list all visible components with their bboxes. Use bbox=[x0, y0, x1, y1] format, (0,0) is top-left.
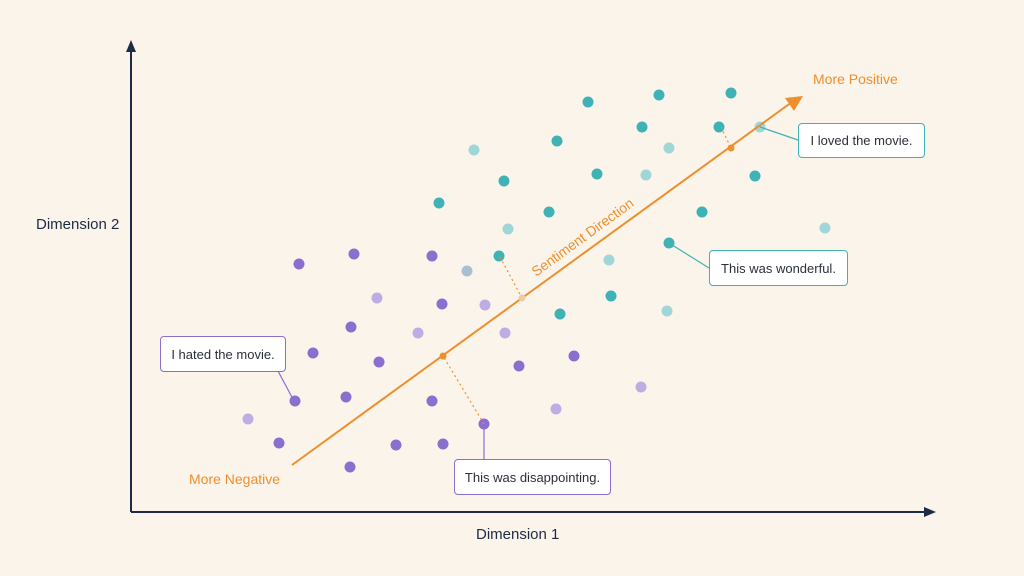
positive-embedding-point bbox=[605, 290, 617, 302]
negative-embedding-point bbox=[345, 321, 357, 333]
negative-embedding-point bbox=[348, 248, 360, 260]
negative-embedding-point bbox=[242, 413, 254, 425]
projection-point bbox=[518, 294, 526, 302]
callout-loved-text: I loved the movie. bbox=[810, 133, 913, 148]
positive-embedding-point bbox=[819, 222, 831, 234]
positive-embedding-point bbox=[749, 170, 761, 182]
positive-embedding-point bbox=[661, 305, 673, 317]
positive-embedding-point bbox=[498, 175, 510, 187]
callout-disappointing-text: This was disappointing. bbox=[464, 469, 601, 485]
projection-line-loved bbox=[720, 126, 732, 149]
callout-connector-hated bbox=[277, 370, 295, 402]
positive-embedding-point bbox=[493, 250, 505, 262]
more-negative-label: More Negative bbox=[189, 471, 280, 487]
positive-embedding-point bbox=[640, 169, 652, 181]
positive-embedding-point bbox=[603, 254, 615, 266]
positive-embedding-point bbox=[713, 121, 725, 133]
negative-embedding-point bbox=[635, 381, 647, 393]
projection-line-middle bbox=[499, 256, 523, 299]
negative-embedding-point bbox=[513, 360, 525, 372]
sentiment-direction-line bbox=[291, 101, 793, 466]
callout-hated-text: I hated the movie. bbox=[171, 346, 275, 362]
negative-embedding-point bbox=[373, 356, 385, 368]
positive-embedding-point bbox=[663, 142, 675, 154]
sentiment-direction-label: Sentiment Direction bbox=[528, 195, 636, 280]
y-axis-arrow-icon bbox=[126, 40, 136, 52]
callout-connector-loved bbox=[759, 126, 799, 141]
negative-embedding-point bbox=[426, 395, 438, 407]
callout-wonderful: This was wonderful. bbox=[709, 250, 848, 286]
negative-embedding-point bbox=[371, 292, 383, 304]
negative-embedding-point bbox=[390, 439, 402, 451]
positive-embedding-point bbox=[433, 197, 445, 209]
projection-line-disappointing bbox=[442, 355, 485, 425]
negative-embedding-point bbox=[412, 327, 424, 339]
negative-embedding-point bbox=[289, 395, 301, 407]
callout-disappointing: This was disappointing. bbox=[454, 459, 611, 495]
positive-embedding-point bbox=[502, 223, 514, 235]
embedding-points bbox=[242, 87, 831, 473]
positive-embedding-point bbox=[468, 144, 480, 156]
callout-loved: I loved the movie. bbox=[798, 123, 925, 158]
positive-embedding-point bbox=[554, 308, 566, 320]
negative-embedding-point bbox=[499, 327, 511, 339]
x-axis-label: Dimension 1 bbox=[476, 526, 559, 543]
negative-embedding-point bbox=[550, 403, 562, 415]
positive-embedding-point bbox=[725, 87, 737, 99]
positive-embedding-point bbox=[591, 168, 603, 180]
negative-embedding-point bbox=[293, 258, 305, 270]
negative-embedding-point bbox=[344, 461, 356, 473]
more-positive-label: More Positive bbox=[813, 71, 898, 87]
callout-connector-wonderful bbox=[668, 242, 710, 269]
y-axis-label: Dimension 2 bbox=[36, 216, 119, 233]
negative-embedding-point bbox=[437, 438, 449, 450]
negative-embedding-point bbox=[426, 250, 438, 262]
positive-embedding-point bbox=[543, 206, 555, 218]
negative-embedding-point bbox=[340, 391, 352, 403]
negative-embedding-point bbox=[273, 437, 285, 449]
projection-point bbox=[727, 144, 735, 152]
negative-embedding-point bbox=[479, 299, 491, 311]
sentiment-direction-arrowhead-icon bbox=[785, 96, 803, 111]
negative-embedding-point bbox=[307, 347, 319, 359]
positive-embedding-point bbox=[582, 96, 594, 108]
neutral-embedding-point bbox=[461, 265, 473, 277]
negative-embedding-point bbox=[568, 350, 580, 362]
positive-embedding-point bbox=[636, 121, 648, 133]
positive-embedding-point bbox=[653, 89, 665, 101]
positive-embedding-point bbox=[551, 135, 563, 147]
projection-point bbox=[439, 352, 447, 360]
callout-wonderful-text: This was wonderful. bbox=[721, 260, 836, 276]
x-axis-arrow-icon bbox=[924, 507, 936, 517]
negative-embedding-point bbox=[436, 298, 448, 310]
positive-embedding-point bbox=[696, 206, 708, 218]
callout-hated: I hated the movie. bbox=[160, 336, 286, 372]
